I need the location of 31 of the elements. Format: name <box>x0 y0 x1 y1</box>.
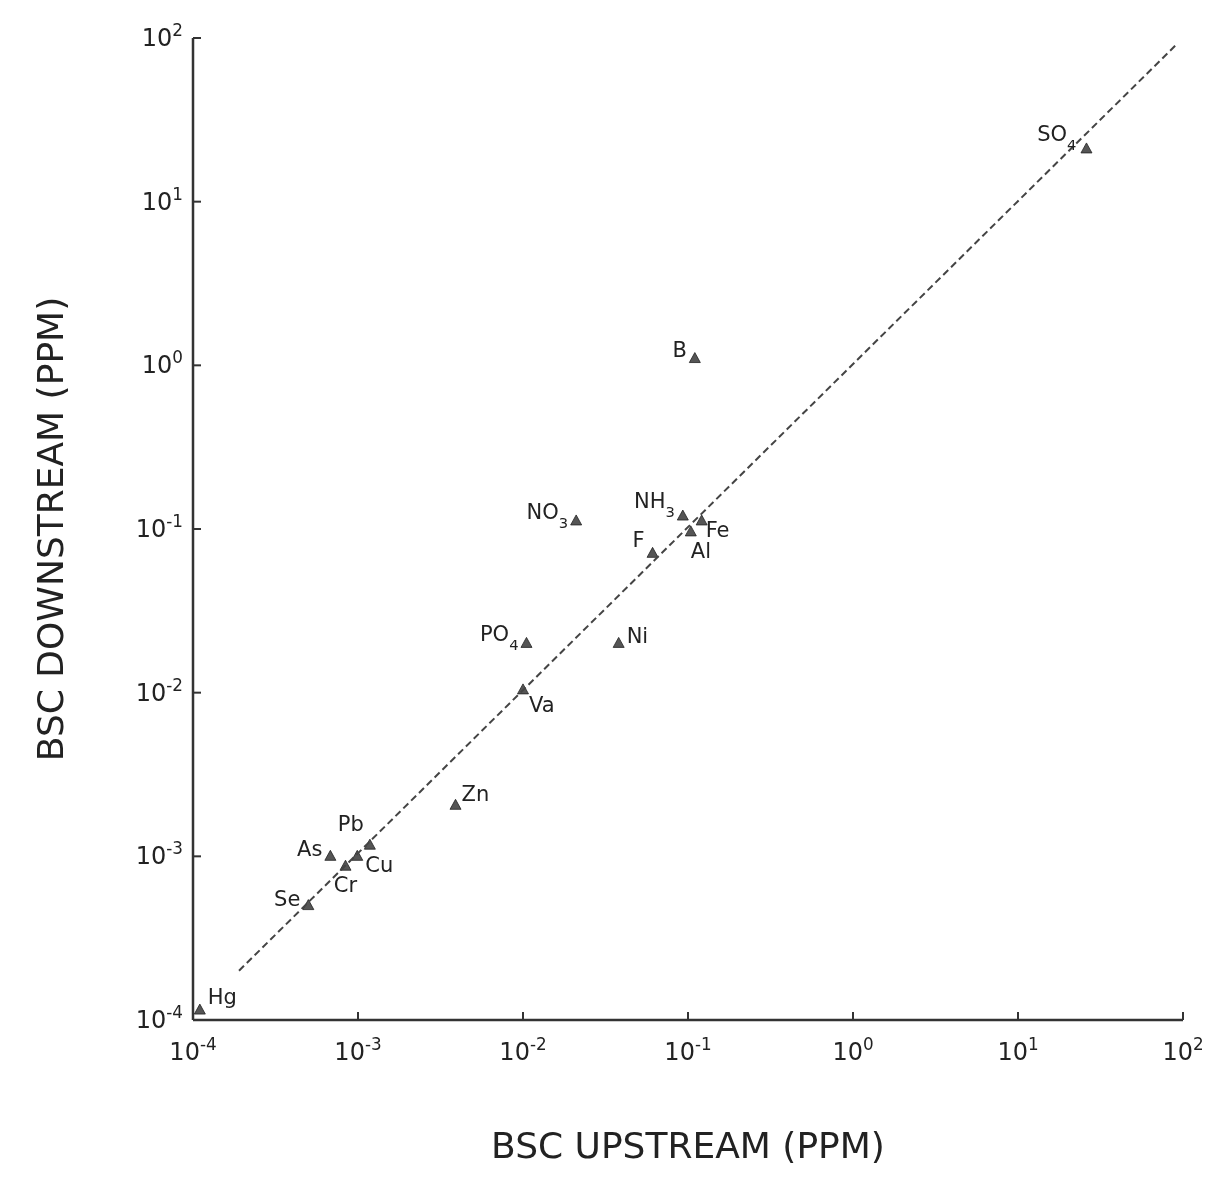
annotation: PO$_{4}$ <box>479 622 519 653</box>
x-axis-title: BSC UPSTREAM (PPM) <box>491 1125 885 1166</box>
x-tick-label: 10$^{-3}$ <box>334 1034 382 1066</box>
x-tick-label: 10$^{2}$ <box>1162 1034 1204 1066</box>
x-tick-label: 10$^{-1}$ <box>664 1034 712 1066</box>
annotation: NO$_{3}$ <box>526 499 569 531</box>
y-tick-label: 10$^{-3}$ <box>135 838 183 871</box>
y-tick-label: 10$^{-1}$ <box>135 511 183 543</box>
annotation: Cr <box>333 873 358 898</box>
y-axis-title: BSC DOWNSTREAM (PPM) <box>30 296 71 762</box>
y-tick-label: 10$^{1}$ <box>141 183 183 216</box>
annotation: Cu <box>365 853 394 878</box>
annotation: Hg <box>207 985 237 1010</box>
annotation: Zn <box>461 782 490 807</box>
x-tick-label: 10$^{1}$ <box>997 1034 1039 1066</box>
y-tick-label: 10$^{2}$ <box>141 20 183 52</box>
annotation: Va <box>529 692 555 717</box>
annotation: Pb <box>337 812 364 837</box>
annotation: F <box>632 528 645 553</box>
y-tick-label: 10$^{-4}$ <box>135 1002 183 1034</box>
y-tick-label: 10$^{0}$ <box>141 347 183 380</box>
y-tick-label: 10$^{-2}$ <box>135 674 183 707</box>
annotation: As <box>297 837 323 862</box>
annotation: Se <box>274 886 301 911</box>
x-tick-label: 10$^{-4}$ <box>169 1034 217 1066</box>
x-tick-label: 10$^{0}$ <box>832 1034 874 1066</box>
annotation: Ni <box>626 624 649 649</box>
x-tick-label: 10$^{-2}$ <box>499 1034 547 1066</box>
annotation: SO$_{4}$ <box>1037 121 1077 153</box>
annotation: B <box>672 337 687 362</box>
annotation: NH$_{3}$ <box>633 489 675 520</box>
